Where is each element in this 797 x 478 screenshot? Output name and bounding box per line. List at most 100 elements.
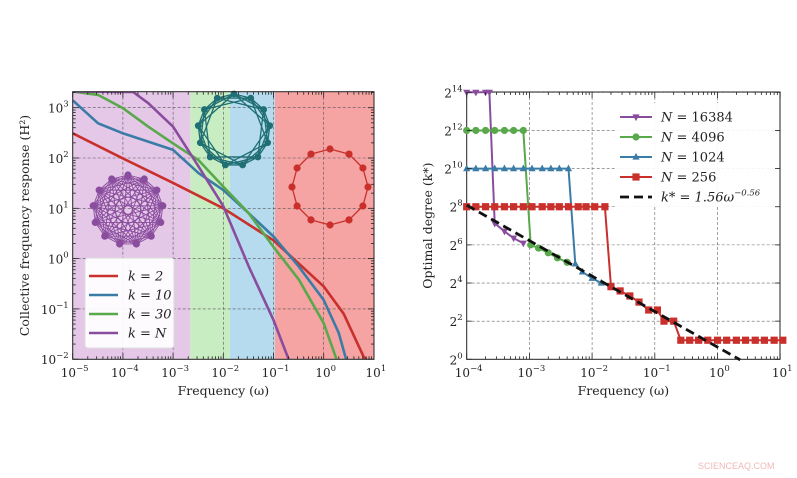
data-point [686,336,694,344]
y-tick-label-exp: 10 [452,161,463,171]
network-edge [197,125,226,166]
left-chart: 10−5 10−4 10−3 10−2 10−1 100 10110310210110010… [17,90,386,398]
data-point [741,336,750,344]
x-tick-label-base: 10 [455,366,470,380]
network-node [200,106,208,113]
data-point [491,203,499,211]
series-line-k-2 [72,132,368,360]
network-edge [136,222,162,245]
network-edge [111,178,121,245]
y-tick-label-base: 2 [444,124,452,138]
y-tick-label: 10−1 [41,301,69,317]
network-node [364,183,372,191]
data-point [510,203,518,211]
network-edge [111,178,163,207]
network-edge [135,189,158,245]
network-edge [233,93,271,127]
x-tick-label: 10−2 [211,364,239,380]
network-edge [98,190,106,237]
x-tick-label-exp: 0 [331,364,336,374]
data-point [538,164,546,172]
network-node [254,153,262,161]
x-tick-label: 10−1 [643,364,671,380]
x-tick-label-base: 10 [772,366,787,380]
series-line-k-N [72,91,290,360]
network-node [247,94,255,102]
y-tick-label-exp: 4 [457,275,462,285]
legend-label: N = 16384 [660,111,733,126]
network-node [307,216,315,224]
x-tick-label-base: 10 [61,366,76,380]
data-point [491,164,499,172]
network-edge [104,178,113,237]
network-edge [242,142,269,166]
x-tick-label-base: 10 [161,366,176,380]
legend-label: k = 2 [128,270,163,285]
network-edge [94,222,120,245]
legend-label: N = 256 [660,171,716,186]
x-tick-label-exp: −1 [658,364,671,374]
network-node [153,186,161,194]
network-edge [93,178,145,207]
series-N-256 [463,203,787,344]
legend-marker [632,114,640,122]
network-edge [257,109,265,158]
data-point [472,126,480,135]
y-tick-label-exp: 12 [452,122,463,132]
y-tick-label-exp: 14 [452,84,463,94]
data-point [645,306,653,314]
series-line [466,205,783,342]
network-edge [262,109,269,143]
y-tick-label-exp: 0 [63,251,68,261]
network-node [221,161,229,169]
network-edge [156,190,162,223]
network-node [359,164,367,172]
x-tick-label-exp: −2 [227,364,240,374]
y-tick-label-base: 10 [41,353,56,367]
legend: k = 2 k = 10 k = 30 k = N [84,257,175,349]
data-point [481,126,490,135]
y-tick-label-exp: 8 [457,199,462,209]
network-edge [225,156,259,166]
data-point [591,203,599,211]
x-tick-label-exp: 1 [381,364,386,374]
x-tick-label: 10−1 [262,364,290,380]
data-point [677,336,685,344]
network-edge [98,174,129,191]
network-node [239,161,247,169]
y-tick-label: 20 [450,351,463,367]
series-N-1024 [463,164,605,286]
network-node [264,139,272,147]
network-node [293,164,301,172]
y-tick-label-base: 2 [450,201,458,215]
network-edge [197,125,211,158]
network-node [108,175,116,183]
legend-label-rhs: = 4096 [677,131,725,146]
legend-label-lhs: N [660,171,677,186]
data-point [528,203,536,211]
network-node [345,216,353,224]
x-axis-label: Frequency (ω) [178,383,270,398]
network-edge [127,174,158,191]
y-tick-label-base: 2 [450,239,458,253]
network-node [116,240,124,248]
network-edge [111,178,162,223]
x-tick-label-exp: −3 [176,364,189,374]
legend-label-lhs: N [660,151,677,166]
network-ring [288,145,372,229]
network-edge [95,221,152,237]
legend-label: k = 30 [128,308,172,323]
data-point [472,89,480,97]
x-tick-label: 10−3 [161,364,189,380]
network-edge [199,97,218,143]
y-tick-label-base: 10 [48,102,63,116]
legend-label-rhs: = 16384 [677,111,733,126]
network-node [147,232,155,240]
network-node [326,221,334,229]
y-tick-label-exp: 2 [63,150,68,160]
y-tick-label: 210 [444,161,462,177]
y-tick-label-base: 2 [450,353,458,367]
network-edge [204,93,235,111]
legend-marker [632,152,640,160]
